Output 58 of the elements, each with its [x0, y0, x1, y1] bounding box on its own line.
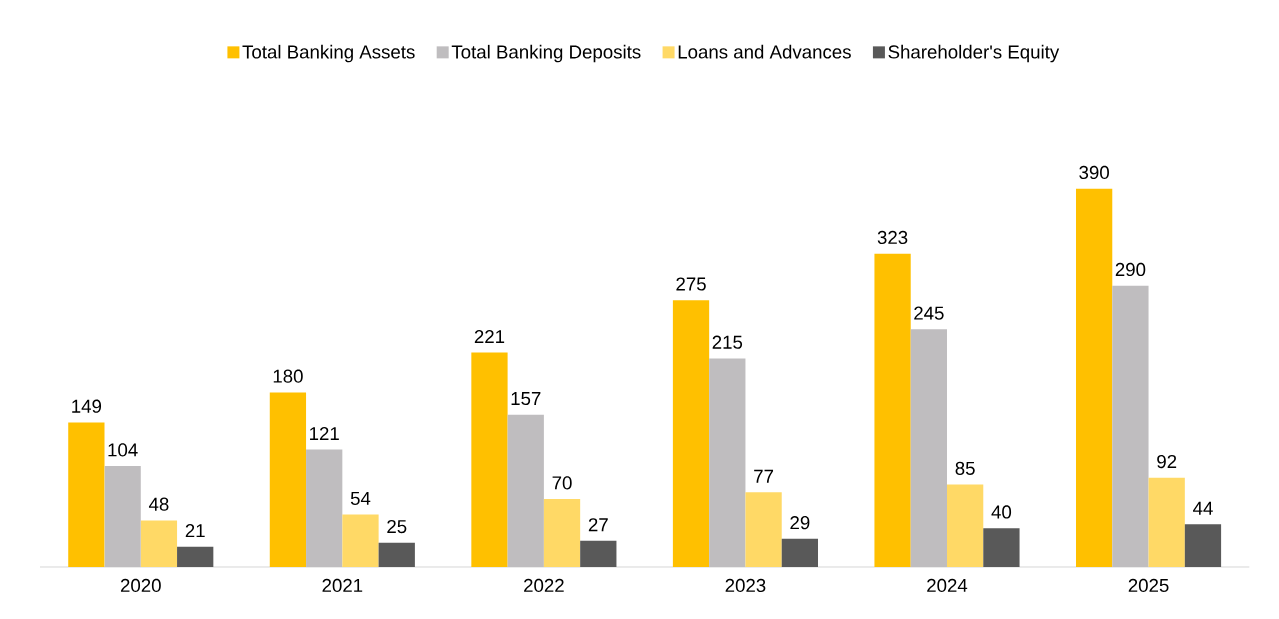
data-label: 25	[387, 519, 407, 534]
data-label: 245	[914, 306, 944, 320]
data-label: 77	[754, 469, 774, 483]
data-label: 180	[273, 369, 303, 383]
bar	[140, 520, 178, 567]
data-label: 157	[511, 392, 541, 406]
bar	[342, 514, 379, 567]
x-tick-label: 2025	[1128, 578, 1169, 593]
data-label: 215	[712, 335, 743, 349]
data-label: 290	[1115, 262, 1146, 277]
data-label: 54	[350, 491, 371, 506]
legend-label: Total Banking Deposits	[451, 44, 641, 63]
bar	[306, 449, 343, 567]
bar	[269, 392, 307, 567]
data-label: 48	[148, 497, 169, 511]
data-label: 44	[1193, 501, 1213, 515]
data-label: 275	[676, 277, 706, 291]
bar	[1148, 477, 1185, 567]
bar	[745, 492, 782, 567]
legend-label: Shareholder's Equity	[888, 44, 1060, 63]
x-tick-label: 2022	[524, 578, 564, 593]
bar	[543, 499, 581, 567]
data-label: 27	[588, 518, 608, 532]
data-label: 70	[552, 476, 572, 490]
bar	[378, 542, 415, 567]
bar	[1076, 188, 1113, 567]
data-label: 29	[790, 516, 810, 530]
x-tick-label: 2023	[725, 578, 766, 593]
bar	[709, 358, 746, 567]
bar	[910, 329, 947, 567]
data-label: 323	[877, 230, 908, 245]
bar	[177, 546, 214, 567]
data-label: 85	[955, 461, 975, 475]
data-label: 21	[185, 523, 205, 538]
data-label: 121	[310, 426, 339, 441]
data-label: 92	[1157, 454, 1177, 469]
bar	[580, 540, 617, 567]
bar	[781, 538, 818, 567]
data-label: 390	[1079, 165, 1109, 180]
legend-label: Loans and Advances	[678, 44, 851, 59]
bar	[947, 484, 984, 567]
bar	[672, 300, 710, 567]
legend-label: Total Banking Assets	[242, 44, 415, 63]
bar	[507, 414, 544, 567]
x-tick-label: 2020	[120, 578, 161, 593]
bar	[1112, 285, 1149, 567]
data-label: 149	[72, 399, 102, 413]
data-label: 40	[991, 505, 1012, 519]
data-label: 221	[474, 329, 505, 343]
x-tick-label: 2021	[322, 578, 363, 593]
bar	[1184, 524, 1222, 567]
x-tick-label: 2024	[927, 578, 968, 593]
bar	[104, 466, 141, 567]
data-label: 104	[108, 443, 138, 457]
bar	[983, 528, 1020, 567]
bar	[874, 253, 911, 567]
bar	[68, 422, 105, 567]
bar	[471, 352, 508, 567]
